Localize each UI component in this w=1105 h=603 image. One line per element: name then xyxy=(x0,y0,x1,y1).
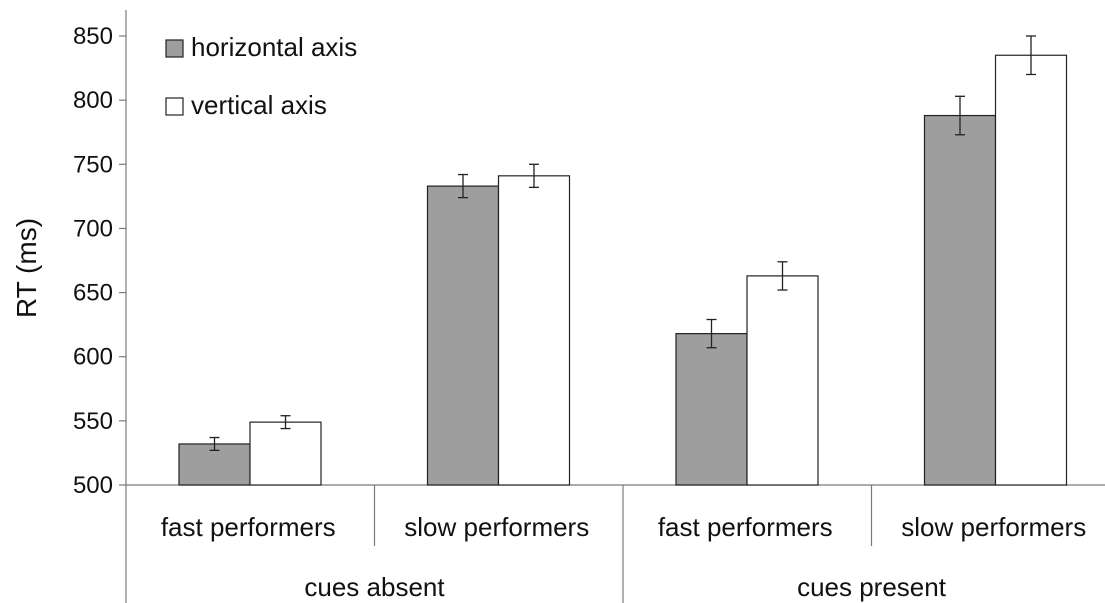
x-category-label: fast performers xyxy=(161,512,336,542)
y-tick-label: 750 xyxy=(73,151,113,178)
y-tick-label: 600 xyxy=(73,344,113,371)
y-tick-label: 700 xyxy=(73,215,113,242)
y-tick-label: 800 xyxy=(73,87,113,114)
y-tick-label: 500 xyxy=(73,472,113,499)
legend-label: horizontal axis xyxy=(191,32,357,62)
x-category-label: slow performers xyxy=(901,512,1086,542)
bar-vertical-axis xyxy=(249,421,322,486)
bar-horizontal-axis xyxy=(923,114,997,486)
legend-swatch xyxy=(165,39,184,58)
x-category-label: slow performers xyxy=(404,512,589,542)
bar-vertical-axis xyxy=(994,54,1068,486)
y-tick-label: 650 xyxy=(73,280,113,307)
x-group-label: cues absent xyxy=(304,572,445,602)
bar-horizontal-axis xyxy=(426,185,500,486)
bar-horizontal-axis xyxy=(675,333,748,486)
bar-vertical-axis xyxy=(497,175,571,486)
bar-vertical-axis xyxy=(746,275,819,486)
x-category-label: fast performers xyxy=(658,512,833,542)
y-axis-title: RT (ms) xyxy=(11,218,42,318)
x-group-label: cues present xyxy=(797,572,947,602)
y-tick-label: 850 xyxy=(73,23,113,50)
legend-swatch xyxy=(165,97,184,116)
y-tick-label: 550 xyxy=(73,408,113,435)
legend-label: vertical axis xyxy=(191,90,327,120)
